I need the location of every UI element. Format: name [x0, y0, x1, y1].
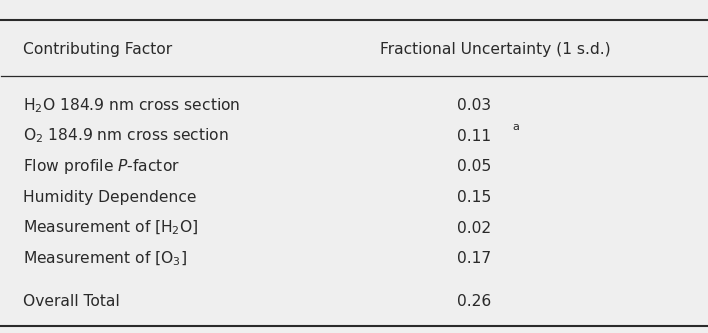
Text: 0.26: 0.26 — [457, 294, 491, 309]
Text: 0.17: 0.17 — [457, 251, 491, 266]
Text: 0.05: 0.05 — [457, 159, 491, 174]
Text: 0.02: 0.02 — [457, 221, 491, 236]
Text: H$_2$O 184.9 nm cross section: H$_2$O 184.9 nm cross section — [23, 96, 240, 115]
Text: O$_2$ 184.9 nm cross section: O$_2$ 184.9 nm cross section — [23, 127, 228, 146]
Text: Overall Total: Overall Total — [23, 294, 119, 309]
Text: Humidity Dependence: Humidity Dependence — [23, 190, 196, 205]
Text: Flow profile $P$-factor: Flow profile $P$-factor — [23, 157, 179, 176]
Text: Measurement of [O$_3$]: Measurement of [O$_3$] — [23, 250, 187, 268]
Text: 0.03: 0.03 — [457, 98, 491, 113]
Text: a: a — [513, 122, 520, 132]
Text: Fractional Uncertainty (1 s.d.): Fractional Uncertainty (1 s.d.) — [379, 42, 610, 57]
Text: Measurement of [H$_2$O]: Measurement of [H$_2$O] — [23, 219, 198, 237]
Text: Contributing Factor: Contributing Factor — [23, 42, 171, 57]
Text: 0.15: 0.15 — [457, 190, 491, 205]
Text: 0.11: 0.11 — [457, 129, 491, 144]
